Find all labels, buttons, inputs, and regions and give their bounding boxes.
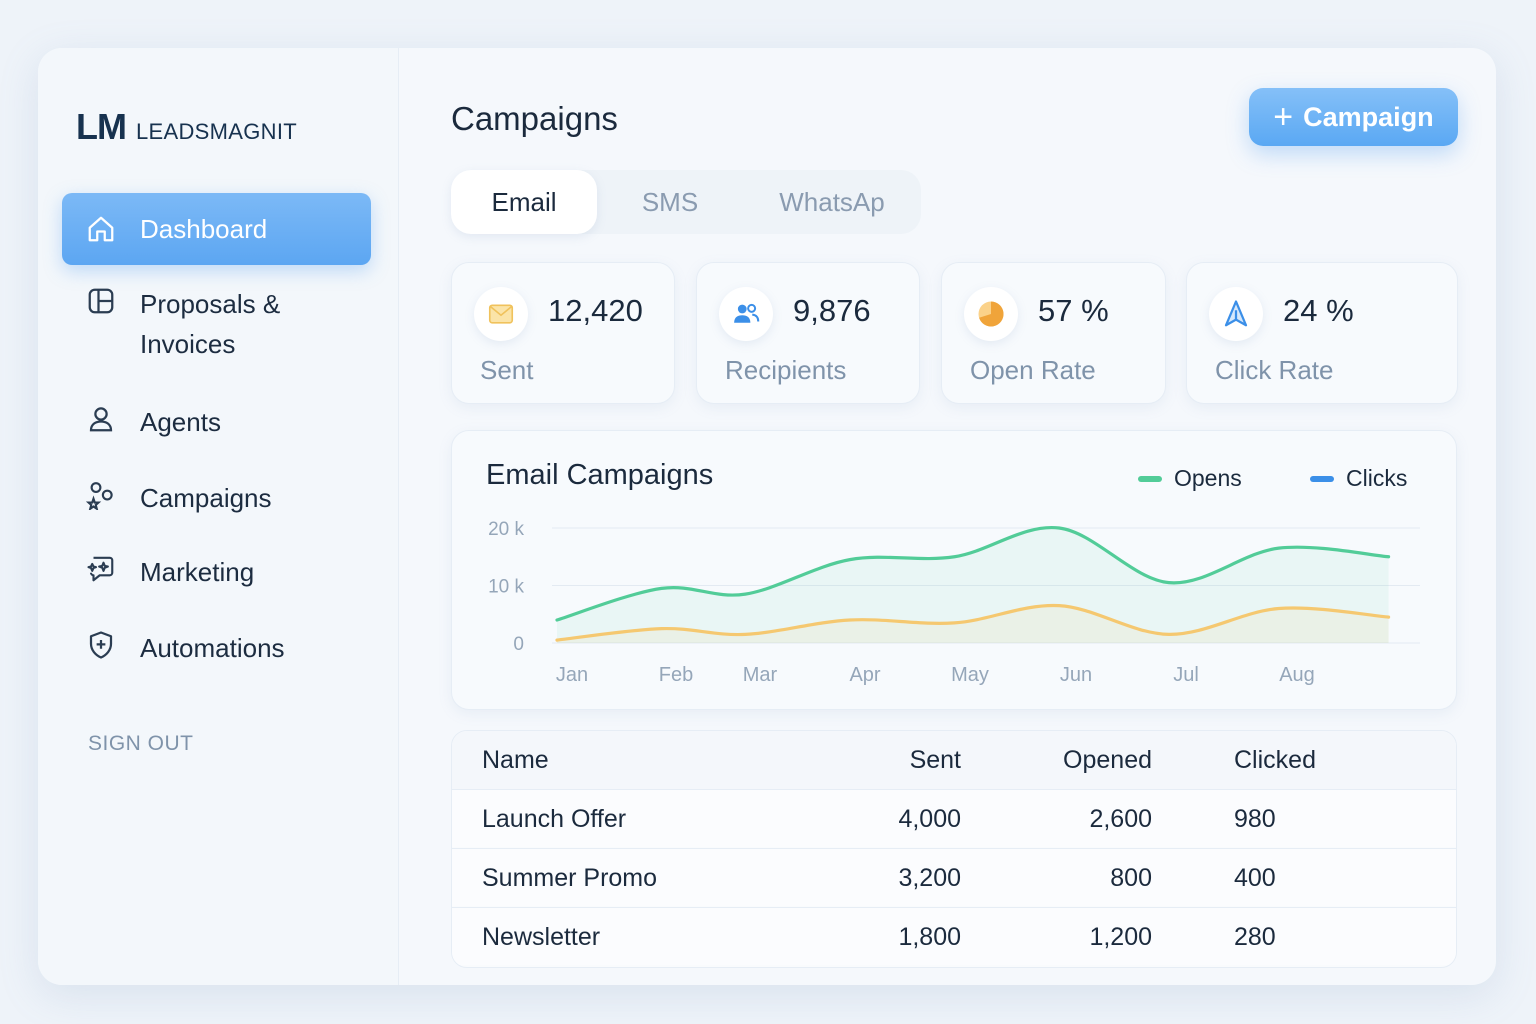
logo-mark: LM [76, 106, 127, 147]
plus-icon: + [1273, 98, 1294, 136]
users-icon [719, 287, 773, 341]
stat-value: 24 % [1283, 293, 1354, 328]
sidebar-item-marketing[interactable]: Marketing [62, 552, 371, 592]
sidebar-item-label: Automations [140, 633, 285, 663]
stat-card-sent: 12,420 Sent [451, 262, 675, 404]
sidebar-item-agents[interactable]: Agents [62, 402, 371, 442]
tab-email[interactable]: Email [451, 170, 597, 234]
cell-opened: 2,600 [1089, 804, 1152, 833]
mail-icon [474, 287, 528, 341]
table-row[interactable]: Launch Offer 4,000 2,600 980 [452, 789, 1456, 847]
cell-name: Launch Offer [482, 804, 627, 833]
home-icon [88, 216, 114, 242]
table-row[interactable]: Newsletter 1,800 1,200 280 [452, 907, 1456, 965]
stat-value: 12,420 [548, 293, 643, 328]
legend-label: Clicks [1346, 465, 1408, 491]
cell-name: Newsletter [482, 922, 601, 951]
legend-swatch-clicks [1310, 475, 1334, 482]
stat-card-click-rate: 24 % Click Rate [1186, 262, 1458, 404]
x-tick-label: May [951, 664, 989, 686]
stat-value: 57 % [1038, 293, 1109, 328]
legend-item-opens[interactable]: Opens [1138, 465, 1242, 492]
line-chart: 20 k 10 k 0 Jan Feb Mar Apr May Jun Jul Aug [488, 519, 1420, 686]
tab-whatsapp[interactable]: WhatsAp [779, 186, 885, 217]
legend-label: Opens [1174, 465, 1242, 491]
sign-out-link[interactable]: SIGN OUT [88, 732, 194, 755]
channel-tabs: Email SMS WhatsAp [451, 170, 921, 234]
page-title: Campaigns [451, 100, 618, 137]
shield-icon [89, 631, 113, 659]
pie-icon [964, 287, 1018, 341]
logo-text: LEADSMAGNIT [135, 119, 297, 144]
x-tick-label: Jun [1060, 664, 1092, 686]
x-tick-label: Mar [743, 664, 778, 686]
sidebar-item-label-line1: Proposals & [140, 289, 281, 319]
series-area [557, 527, 1389, 643]
x-tick-label: Aug [1279, 664, 1315, 686]
series-line [555, 603, 1391, 642]
main-content: Campaigns + Campaign Email SMS WhatsAp 1… [399, 48, 1496, 985]
stat-label: Click Rate [1215, 355, 1334, 385]
user-icon [89, 407, 113, 432]
x-tick-label: Jul [1173, 664, 1199, 686]
sidebar-item-label: Dashboard [140, 214, 268, 244]
sidebar-item-label: Proposals & Invoices [140, 284, 280, 364]
marketing-icon [87, 556, 114, 582]
stat-label: Recipients [725, 355, 847, 385]
sidebar-item-label-line2: Invoices [140, 329, 236, 359]
cell-opened: 800 [1110, 863, 1152, 892]
sidebar-item-dashboard[interactable]: Dashboard [62, 193, 371, 265]
cell-sent: 1,800 [898, 922, 961, 951]
cell-sent: 3,200 [898, 863, 961, 892]
cell-name: Summer Promo [482, 863, 658, 892]
stat-value: 9,876 [793, 293, 871, 328]
add-campaign-button[interactable]: + Campaign [1249, 88, 1458, 146]
y-tick-label: 0 [513, 634, 524, 655]
stat-label: Open Rate [970, 355, 1096, 385]
sidebar-item-proposals-invoices[interactable]: Proposals & Invoices [62, 284, 371, 364]
campaigns-icon [86, 482, 113, 510]
cell-clicked: 980 [1234, 804, 1276, 833]
stat-card-open-rate: 57 % Open Rate [941, 262, 1166, 404]
cell-opened: 1,200 [1089, 922, 1152, 951]
sidebar-item-campaigns[interactable]: Campaigns [62, 478, 371, 518]
campaigns-table: Name Sent Opened Clicked Launch Offer 4,… [451, 730, 1457, 968]
legend-item-clicks[interactable]: Clicks [1310, 465, 1407, 492]
sidebar-item-automations[interactable]: Automations [62, 628, 371, 668]
add-campaign-label: Campaign [1303, 101, 1434, 132]
table-header-row: Name Sent Opened Clicked [452, 731, 1456, 789]
layout-icon [88, 288, 114, 314]
cell-sent: 4,000 [898, 804, 961, 833]
sidebar: LM LEADSMAGNIT Dashboard Proposals & Inv… [38, 48, 399, 985]
cell-clicked: 400 [1234, 863, 1276, 892]
stat-label: Sent [480, 355, 534, 385]
x-tick-label: Apr [849, 664, 880, 686]
series-line [555, 525, 1391, 622]
x-tick-label: Feb [659, 664, 693, 686]
sidebar-item-label: Agents [140, 407, 221, 437]
x-tick-label: Jan [556, 664, 588, 686]
cell-clicked: 280 [1234, 922, 1276, 951]
email-campaigns-chart-card: Email Campaigns Opens Clicks 20 k 10 k 0 Ja… [451, 430, 1457, 710]
column-header-name[interactable]: Name [482, 745, 549, 774]
sidebar-item-label: Marketing [140, 557, 255, 587]
table-row[interactable]: Summer Promo 3,200 800 400 [452, 848, 1456, 906]
legend-swatch-opens [1138, 475, 1162, 482]
column-header-clicked[interactable]: Clicked [1234, 745, 1316, 774]
stat-card-recipients: 9,876 Recipients [696, 262, 920, 404]
y-tick-label: 10 k [488, 577, 524, 598]
column-header-opened[interactable]: Opened [1063, 745, 1152, 774]
column-header-sent[interactable]: Sent [909, 745, 961, 774]
sidebar-item-label: Campaigns [140, 483, 272, 513]
tab-sms[interactable]: SMS [641, 186, 699, 217]
brand-logo[interactable]: LM LEADSMAGNIT [76, 106, 297, 148]
cursor-icon [1209, 287, 1263, 341]
chart-title: Email Campaigns [486, 459, 714, 491]
app-window: LM LEADSMAGNIT Dashboard Proposals & Inv… [38, 48, 1496, 985]
y-tick-label: 20 k [488, 519, 524, 540]
